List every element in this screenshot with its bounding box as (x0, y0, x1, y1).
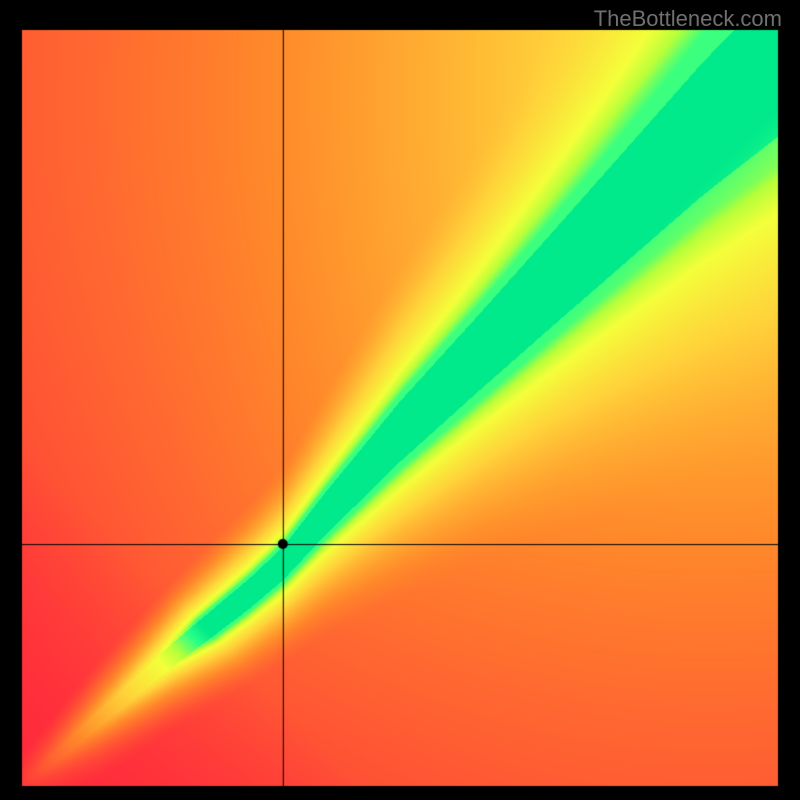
watermark-text: TheBottleneck.com (594, 6, 782, 32)
chart-container: TheBottleneck.com (0, 0, 800, 800)
bottleneck-heatmap (0, 0, 800, 800)
